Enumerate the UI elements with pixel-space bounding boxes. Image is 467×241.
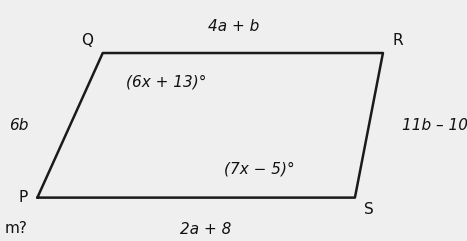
Text: (6x + 13)°: (6x + 13)° (126, 74, 206, 89)
Text: (7x − 5)°: (7x − 5)° (224, 161, 294, 176)
Text: S: S (364, 202, 374, 217)
Text: 6b: 6b (9, 118, 28, 133)
Text: P: P (19, 190, 28, 205)
Text: m?: m? (5, 221, 28, 236)
Text: R: R (392, 33, 403, 48)
Text: 11b – 10a: 11b – 10a (402, 118, 467, 133)
Text: Q: Q (81, 33, 93, 48)
Text: 2a + 8: 2a + 8 (180, 222, 231, 237)
Text: 4a + b: 4a + b (208, 19, 259, 34)
